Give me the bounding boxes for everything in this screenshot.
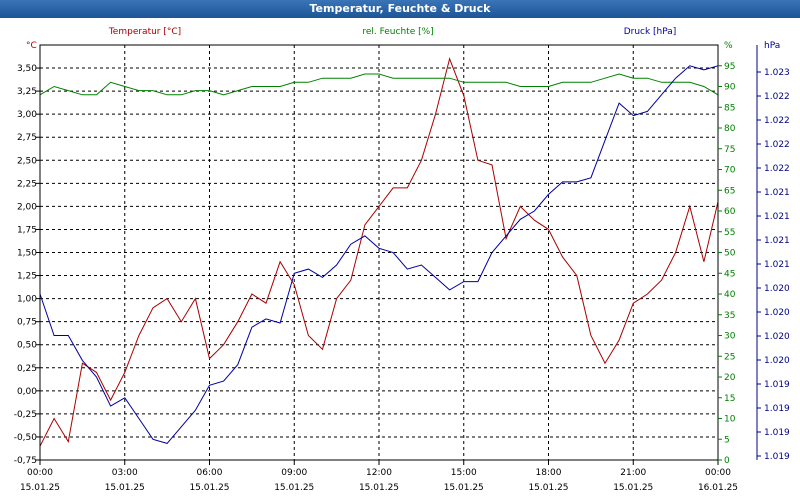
x-tick-date-label: 15.01.25 [613,483,653,493]
y-right-tick-label: 1.019 [764,404,790,414]
y-left-tick-label: 3,25 [17,87,37,97]
y-middle-tick-label: 40 [724,290,736,300]
x-tick-date-label: 15.01.25 [274,483,314,493]
x-tick-date-label: 16.01.25 [698,483,738,493]
y-middle-tick-label: 80 [724,124,736,134]
y-middle-tick-label: 30 [724,332,736,342]
y-middle-unit: % [724,41,733,51]
axes [36,44,761,465]
y-right-tick-label: 1.020 [764,308,790,318]
y-right-tick-label: 1.023 [764,68,790,78]
y-right-tick-label: 1.021 [764,236,790,246]
x-tick-date-label: 15.01.25 [189,483,229,493]
y-left-tick-label: -0,25 [14,410,37,420]
y-middle-tick-label: 90 [724,83,736,93]
labels: 00:00 15.01.25 03:00 15.01.25 06:00 15.01.25 0… [14,27,790,493]
series-line-feuchte [39,73,719,96]
y-left-tick-label: 1,75 [17,225,37,235]
y-left-tick-label: 2,25 [17,179,37,189]
y-left-tick-label: 2,50 [17,156,37,166]
y-middle-tick-label: 95 [724,62,735,72]
y-left-tick-label: 2,00 [17,202,37,212]
y-right-tick-label: 1.021 [764,188,790,198]
y-middle-tick-label: 10 [724,415,736,425]
y-left-tick-label: -0,50 [14,433,38,443]
x-tick-date-label: 15.01.25 [359,483,399,493]
y-middle-tick-label: 35 [724,311,735,321]
y-left-tick-label: -0,75 [14,456,37,466]
y-right-tick-label: 1.020 [764,284,790,294]
x-tick-date-label: 15.01.25 [105,483,145,493]
y-right-tick-label: 1.019 [764,380,790,390]
y-right-tick-label: 1.019 [764,428,790,438]
y-left-tick-label: 2,75 [17,133,37,143]
y-middle-tick-label: 55 [724,228,735,238]
series-lines [39,57,719,447]
x-tick-date-label: 15.01.25 [444,483,484,493]
y-right-tick-label: 1.020 [764,332,790,342]
y-middle-tick-label: 5 [724,435,730,445]
y-middle-tick-label: 65 [724,186,735,196]
y-right-tick-label: 1.022 [764,164,790,174]
x-tick-time-label: 09:00 [281,468,307,478]
y-middle-tick-label: 0 [724,456,730,466]
y-middle-tick-label: 20 [724,373,736,383]
grid [40,45,718,461]
x-tick-time-label: 00:00 [705,468,731,478]
y-right-unit: hPa [764,41,780,51]
x-tick-time-label: 21:00 [620,468,646,478]
x-tick-date-label: 15.01.25 [528,483,568,493]
y-left-tick-label: 0,25 [17,364,37,374]
y-left-tick-label: 1,25 [17,272,37,282]
legend-druck: Druck [hPa] [624,27,677,37]
y-left-tick-label: 1,50 [17,249,37,259]
y-middle-tick-label: 50 [724,249,736,259]
y-middle-tick-label: 60 [724,207,736,217]
y-left-tick-label: 0,50 [17,341,37,351]
y-right-tick-label: 1.021 [764,212,790,222]
series-line-temperatur [39,57,719,447]
x-tick-date-label: 15.01.25 [20,483,60,493]
x-tick-time-label: 06:00 [197,468,223,478]
x-tick-time-label: 15:00 [451,468,477,478]
legend-feuchte: rel. Feuchte [%] [362,27,433,37]
chart-title: Temperatur, Feuchte & Druck [0,0,800,18]
y-middle-tick-label: 75 [724,145,735,155]
y-left-tick-label: 3,50 [17,64,37,74]
y-right-tick-label: 1.022 [764,116,790,126]
y-right-tick-label: 1.019 [764,452,790,462]
y-left-tick-label: 3,00 [17,110,37,120]
series-line-druck [39,65,719,444]
y-left-tick-label: 0,00 [17,387,37,397]
y-middle-tick-label: 15 [724,394,735,404]
x-tick-time-label: 00:00 [27,468,53,478]
y-right-tick-label: 1.021 [764,260,790,270]
y-left-tick-label: 1,00 [17,295,37,305]
y-right-tick-label: 1.022 [764,140,790,150]
y-middle-tick-label: 25 [724,352,735,362]
y-middle-tick-label: 85 [724,103,735,113]
legend-temperatur: Temperatur [°C] [108,27,181,37]
y-middle-tick-label: 45 [724,269,735,279]
y-right-tick-label: 1.020 [764,356,790,366]
y-middle-tick-label: 70 [724,166,736,176]
y-right-tick-label: 1.022 [764,92,790,102]
x-tick-time-label: 03:00 [112,468,138,478]
y-left-tick-label: 0,75 [17,318,37,328]
x-tick-time-label: 18:00 [536,468,562,478]
x-tick-time-label: 12:00 [366,468,392,478]
y-left-unit: °C [26,41,37,51]
chart-area: 00:00 15.01.25 03:00 15.01.25 06:00 15.01.25 0… [14,27,790,493]
